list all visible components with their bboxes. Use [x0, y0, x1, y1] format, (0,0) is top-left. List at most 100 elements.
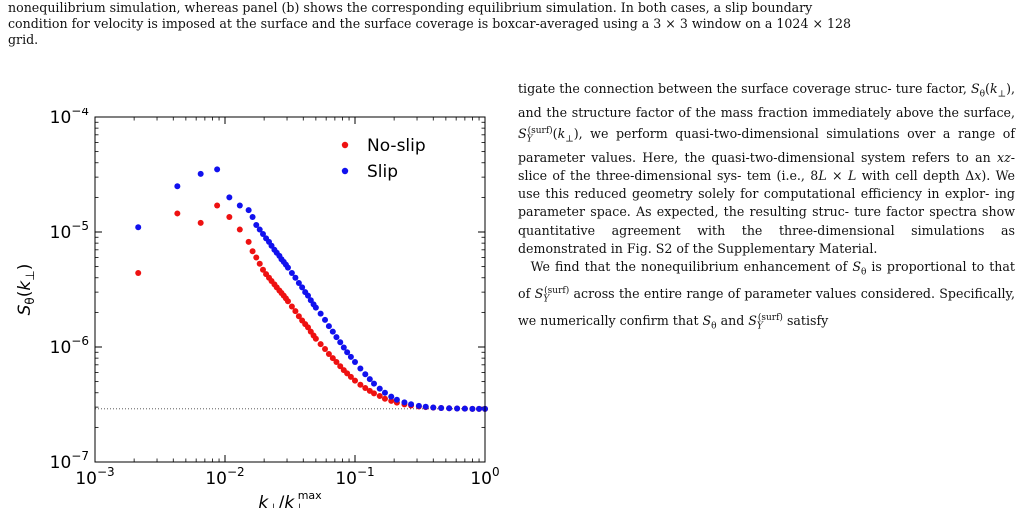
data-point-slip	[197, 170, 204, 177]
text-line: ture factor, Sθ(k⊥), and the structure f…	[518, 81, 1015, 120]
x-tick-label: 10−3	[75, 465, 114, 489]
data-point-slip	[408, 401, 415, 408]
y-tick-label: 10−6	[50, 334, 89, 358]
data-point-slip	[329, 328, 336, 335]
structure-factor-figure: 10−3 10−2 10−1 100 10−7 10−6 10−5 10−4 No-slip Sl…	[0, 104, 500, 515]
data-point-slip	[446, 405, 453, 412]
data-point-slip	[344, 349, 351, 356]
data-point-no-slip	[344, 370, 351, 377]
data-point-slip	[401, 399, 408, 406]
data-point-slip	[362, 371, 369, 378]
data-point-slip	[214, 166, 221, 173]
data-point-slip	[381, 389, 388, 396]
data-point-slip	[422, 403, 429, 410]
data-point-no-slip	[347, 373, 354, 380]
text-line: fraction immediately above the surface, …	[518, 104, 1016, 145]
data-point-no-slip	[174, 210, 181, 217]
data-point-slip	[325, 323, 332, 330]
data-point-no-slip	[337, 363, 344, 370]
data-point-slip	[469, 405, 476, 412]
data-point-no-slip	[249, 248, 256, 255]
data-point-no-slip	[135, 270, 142, 276]
plot-frame	[94, 116, 486, 463]
data-point-no-slip	[371, 390, 377, 397]
legend-marker-no-slip	[341, 141, 349, 149]
data-point-slip	[256, 226, 263, 233]
data-point-no-slip	[352, 377, 358, 384]
paragraph-1: tigate the connection between the surfac…	[518, 80, 1015, 258]
data-point-slip	[366, 376, 373, 383]
text-line: system refers to an xz-slice of the thre…	[518, 149, 1015, 184]
text-line: ture factor spectra show quantitative ag…	[518, 204, 1015, 238]
text-line: tigate the connection between the surfac…	[518, 81, 892, 96]
data-point-no-slip	[322, 346, 329, 353]
data-point-slip	[340, 344, 347, 351]
data-point-no-slip	[295, 313, 302, 320]
text-line: parameter values considered. Specificall…	[518, 285, 1015, 328]
data-point-slip	[245, 207, 252, 214]
data-point-slip	[226, 194, 233, 201]
data-point-slip	[461, 405, 468, 412]
data-point-slip	[371, 380, 377, 387]
caption-line: grid.	[8, 32, 39, 47]
data-point-slip	[322, 316, 329, 323]
data-point-no-slip	[376, 392, 383, 399]
data-point-no-slip	[197, 219, 204, 226]
data-point-slip	[292, 274, 299, 281]
x-tick-label: 10−1	[335, 465, 374, 489]
data-point-slip	[333, 334, 340, 341]
data-point-no-slip	[236, 226, 243, 233]
text-line: geometry solely for computational effici…	[632, 186, 990, 202]
data-point-no-slip	[292, 308, 299, 315]
data-point-slip	[388, 393, 395, 400]
text-line: three-dimensional simulations as demonst…	[518, 222, 1015, 256]
body-text-column: tigate the connection between the surfac…	[518, 80, 1015, 336]
data-point-slip	[337, 339, 344, 346]
data-point-slip	[174, 183, 181, 190]
text-line: of parameter values. Here, the quasi-two…	[518, 126, 1015, 165]
y-tick-label: 10−7	[50, 449, 89, 473]
y-axis-label: Sθ(k⊥)	[15, 264, 37, 316]
data-point-no-slip	[226, 214, 233, 221]
figure-caption: nonequilibrium simulation, whereas panel…	[8, 0, 1018, 48]
data-point-slip	[476, 405, 483, 412]
paragraph-2: We find that the nonequilibrium enhancem…	[518, 258, 1015, 336]
data-point-slip	[253, 222, 260, 229]
data-point-slip	[347, 353, 354, 360]
data-point-slip	[352, 359, 358, 366]
y-tick-label: 10−4	[50, 108, 89, 128]
data-point-no-slip	[288, 303, 295, 310]
text-line: proportional to that of SY(surf) across …	[518, 259, 1015, 305]
text-line: of the Supplementary Material.	[676, 240, 878, 256]
data-point-no-slip	[256, 260, 263, 267]
data-point-slip	[317, 310, 324, 317]
data-point-no-slip	[388, 397, 395, 404]
data-point-slip	[357, 365, 364, 372]
data-point-slip	[236, 202, 243, 209]
data-point-slip	[312, 304, 319, 311]
data-point-slip	[454, 405, 461, 412]
data-point-slip	[295, 280, 302, 287]
text-line: tem (i.e., 8L × L with cell depth Δx). W…	[518, 168, 1015, 202]
data-point-slip	[305, 292, 311, 299]
data-point-no-slip	[357, 381, 364, 388]
data-point-slip	[393, 396, 400, 403]
data-point-no-slip	[329, 355, 336, 362]
legend-label-slip: Slip	[367, 162, 398, 182]
data-point-no-slip	[284, 298, 291, 305]
text-line: We find that the nonequilibrium enhancem…	[530, 259, 882, 278]
data-point-slip	[430, 404, 437, 411]
data-point-no-slip	[333, 359, 340, 366]
x-tick-label: 100	[470, 465, 499, 489]
legend-marker-slip	[341, 167, 349, 175]
text-line: ing parameter space. As expected, the re…	[518, 186, 1015, 220]
text-line: confirm that Sθ and SY(surf) satisfy	[619, 312, 829, 332]
data-point-slip	[288, 270, 295, 276]
data-point-no-slip	[362, 385, 369, 391]
data-point-slip	[249, 214, 256, 221]
data-point-no-slip	[259, 266, 266, 273]
data-point-no-slip	[312, 335, 319, 342]
caption-line: condition for velocity is imposed at the…	[8, 16, 852, 31]
data-point-no-slip	[317, 341, 324, 348]
caption-line: nonequilibrium simulation, whereas panel…	[8, 0, 813, 15]
